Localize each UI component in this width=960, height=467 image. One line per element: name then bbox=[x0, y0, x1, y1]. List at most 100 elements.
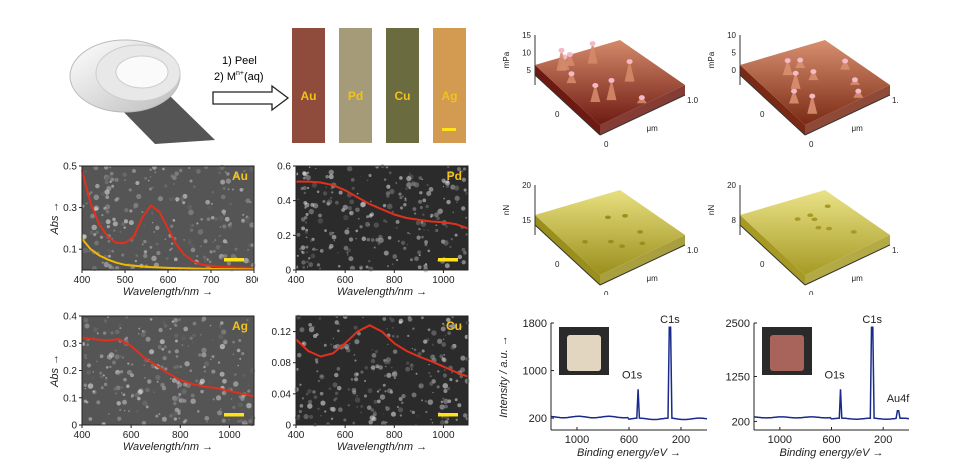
surface-side bbox=[535, 65, 600, 135]
surface-pit bbox=[850, 230, 857, 234]
x-axis-label: Wavelength/nm → bbox=[337, 441, 427, 453]
y-tick-label: 1250 bbox=[726, 372, 750, 384]
x-tick-label: 200 bbox=[874, 434, 892, 446]
x-axis-label: Wavelength/nm → bbox=[337, 286, 427, 298]
y-tick-label: 1800 bbox=[523, 318, 547, 330]
scale-bar bbox=[438, 413, 458, 417]
peak-label-au4f: Au4f bbox=[887, 393, 911, 405]
z-tick-label: 5 bbox=[732, 49, 737, 58]
series-line-1 bbox=[296, 180, 469, 230]
tape-roll-illustration: 1) Peel 2) Mn+(aq) Au Pd Cu Ag bbox=[69, 28, 466, 144]
uvvis-chart-pd: 400 600 800 1000 0 0.2 0.4 0.6 Pd Wavelength/nm → bbox=[277, 162, 469, 298]
x-tick-label: 600 bbox=[620, 434, 638, 446]
surface-peak-tip bbox=[589, 41, 596, 47]
surface-pit bbox=[639, 241, 646, 246]
x-tick-label: 1000 bbox=[218, 430, 241, 441]
surface-side bbox=[535, 215, 600, 285]
z-tick-label: 0 bbox=[732, 66, 737, 75]
axis-unit-label: μm bbox=[647, 274, 659, 283]
afm-surface-4: 8 20 nN 0 1. 0 μm bbox=[707, 181, 899, 295]
surface-peak-tip bbox=[566, 52, 573, 58]
axis-unit-label: μm bbox=[647, 124, 659, 133]
surface-pit bbox=[807, 213, 814, 218]
y-tick-label: 0.1 bbox=[63, 393, 77, 404]
surface-pit bbox=[815, 225, 822, 230]
y-tick-label: 0.1 bbox=[63, 245, 77, 256]
x-tick-label: 500 bbox=[117, 275, 134, 286]
y-tick-label: 0.3 bbox=[63, 339, 77, 350]
z-tick-label: 20 bbox=[522, 181, 531, 190]
surface-peak-tip bbox=[592, 82, 599, 88]
surface-top bbox=[740, 40, 890, 125]
x-tick-label: 400 bbox=[74, 275, 91, 286]
surface-peak bbox=[789, 89, 800, 104]
uvvis-chart-cu: 400 600 800 1000 0 0.04 0.08 0.12 Cu Wavelength/n… bbox=[272, 314, 471, 453]
z-tick-label: 15 bbox=[522, 31, 531, 40]
y-tick-label: 0 bbox=[285, 266, 291, 277]
plot-frame bbox=[81, 165, 255, 271]
scale-bar bbox=[438, 258, 458, 262]
y-tick-label: 0.04 bbox=[272, 389, 292, 400]
x-axis bbox=[599, 94, 686, 136]
axis-unit-label: μm bbox=[852, 274, 864, 283]
y-tick-label: 0 bbox=[285, 421, 291, 432]
y-tick-label: 0.3 bbox=[63, 203, 77, 214]
x-tick-label: 600 bbox=[337, 430, 354, 441]
plot-frame bbox=[295, 165, 469, 271]
surface-peak-tip bbox=[608, 77, 615, 83]
x-axis bbox=[804, 244, 891, 286]
x-tick-label: 1000 bbox=[432, 430, 455, 441]
y-tick-label: 200 bbox=[529, 413, 547, 425]
y-axis bbox=[739, 224, 806, 286]
surface-pit bbox=[607, 239, 614, 244]
metal-strips: Au Pd Cu Ag bbox=[292, 28, 466, 143]
series-line-1 bbox=[81, 169, 255, 269]
xps-chart-right: 200 1250 2500 1000 600 200 O1s C1s Au4f Binding e… bbox=[726, 315, 911, 459]
y-tick-label: 0.4 bbox=[277, 196, 291, 207]
peak-label-o1s: O1s bbox=[622, 370, 643, 382]
x-tick-label: 400 bbox=[288, 430, 305, 441]
x-tick-label: 400 bbox=[288, 275, 305, 286]
y-tick-label: 0.5 bbox=[63, 162, 77, 173]
peak-label-c1s: C1s bbox=[862, 315, 882, 326]
strip-pd bbox=[339, 28, 372, 143]
surface-peak-tip bbox=[855, 88, 862, 94]
x-tick-label: 800 bbox=[172, 430, 189, 441]
x-axis bbox=[599, 244, 686, 286]
surface-side bbox=[740, 65, 805, 135]
surface-side bbox=[805, 85, 890, 135]
surface-pit bbox=[824, 204, 831, 209]
z-tick-label: 15 bbox=[522, 216, 531, 225]
x-tick-label: 600 bbox=[822, 434, 840, 446]
surface-side bbox=[600, 85, 685, 135]
surface-peak-tip bbox=[809, 93, 816, 99]
panel-tag: Au bbox=[232, 169, 248, 183]
surface-peak bbox=[807, 94, 818, 114]
surface-pit bbox=[604, 215, 611, 220]
afm-surface-2: 0 5 10 mPa 0 1. 0 μm bbox=[707, 31, 899, 149]
strip-cu bbox=[386, 28, 419, 143]
y-tick-label: 0.08 bbox=[272, 358, 292, 369]
scale-bar bbox=[224, 258, 244, 262]
x-axis-label: Binding energy/eV → bbox=[780, 447, 884, 459]
x-tick-label: 1.0 bbox=[687, 96, 699, 105]
y-tick-label: 0 bbox=[760, 260, 765, 269]
strip-au bbox=[292, 28, 325, 143]
uvvis-chart-au: 400 500 600 700 800 0.1 0.3 0.5 Au Wavelength/nm … bbox=[49, 162, 258, 299]
y-axis bbox=[534, 224, 601, 286]
peak-label-c1s: C1s bbox=[660, 315, 680, 326]
z-axis-label: mPa bbox=[707, 51, 716, 68]
surface-peak bbox=[790, 71, 801, 89]
x-axis-label: Binding energy/eV → bbox=[577, 447, 681, 459]
surface-peak bbox=[808, 69, 819, 81]
z-axis-label: mPa bbox=[502, 51, 511, 68]
x-axis-label: Wavelength/nm → bbox=[123, 441, 213, 453]
plot-frame bbox=[295, 315, 469, 426]
xps-chart-left: 200 1000 1800 1000 600 200 O1s C1s Binding energ… bbox=[498, 315, 708, 459]
scale-bar bbox=[224, 413, 244, 417]
sem-image-background bbox=[82, 316, 254, 425]
strip-ag bbox=[433, 28, 466, 143]
y-axis bbox=[534, 74, 601, 136]
surface-peak-tip bbox=[626, 59, 633, 65]
panel-tag: Ag bbox=[232, 319, 248, 333]
